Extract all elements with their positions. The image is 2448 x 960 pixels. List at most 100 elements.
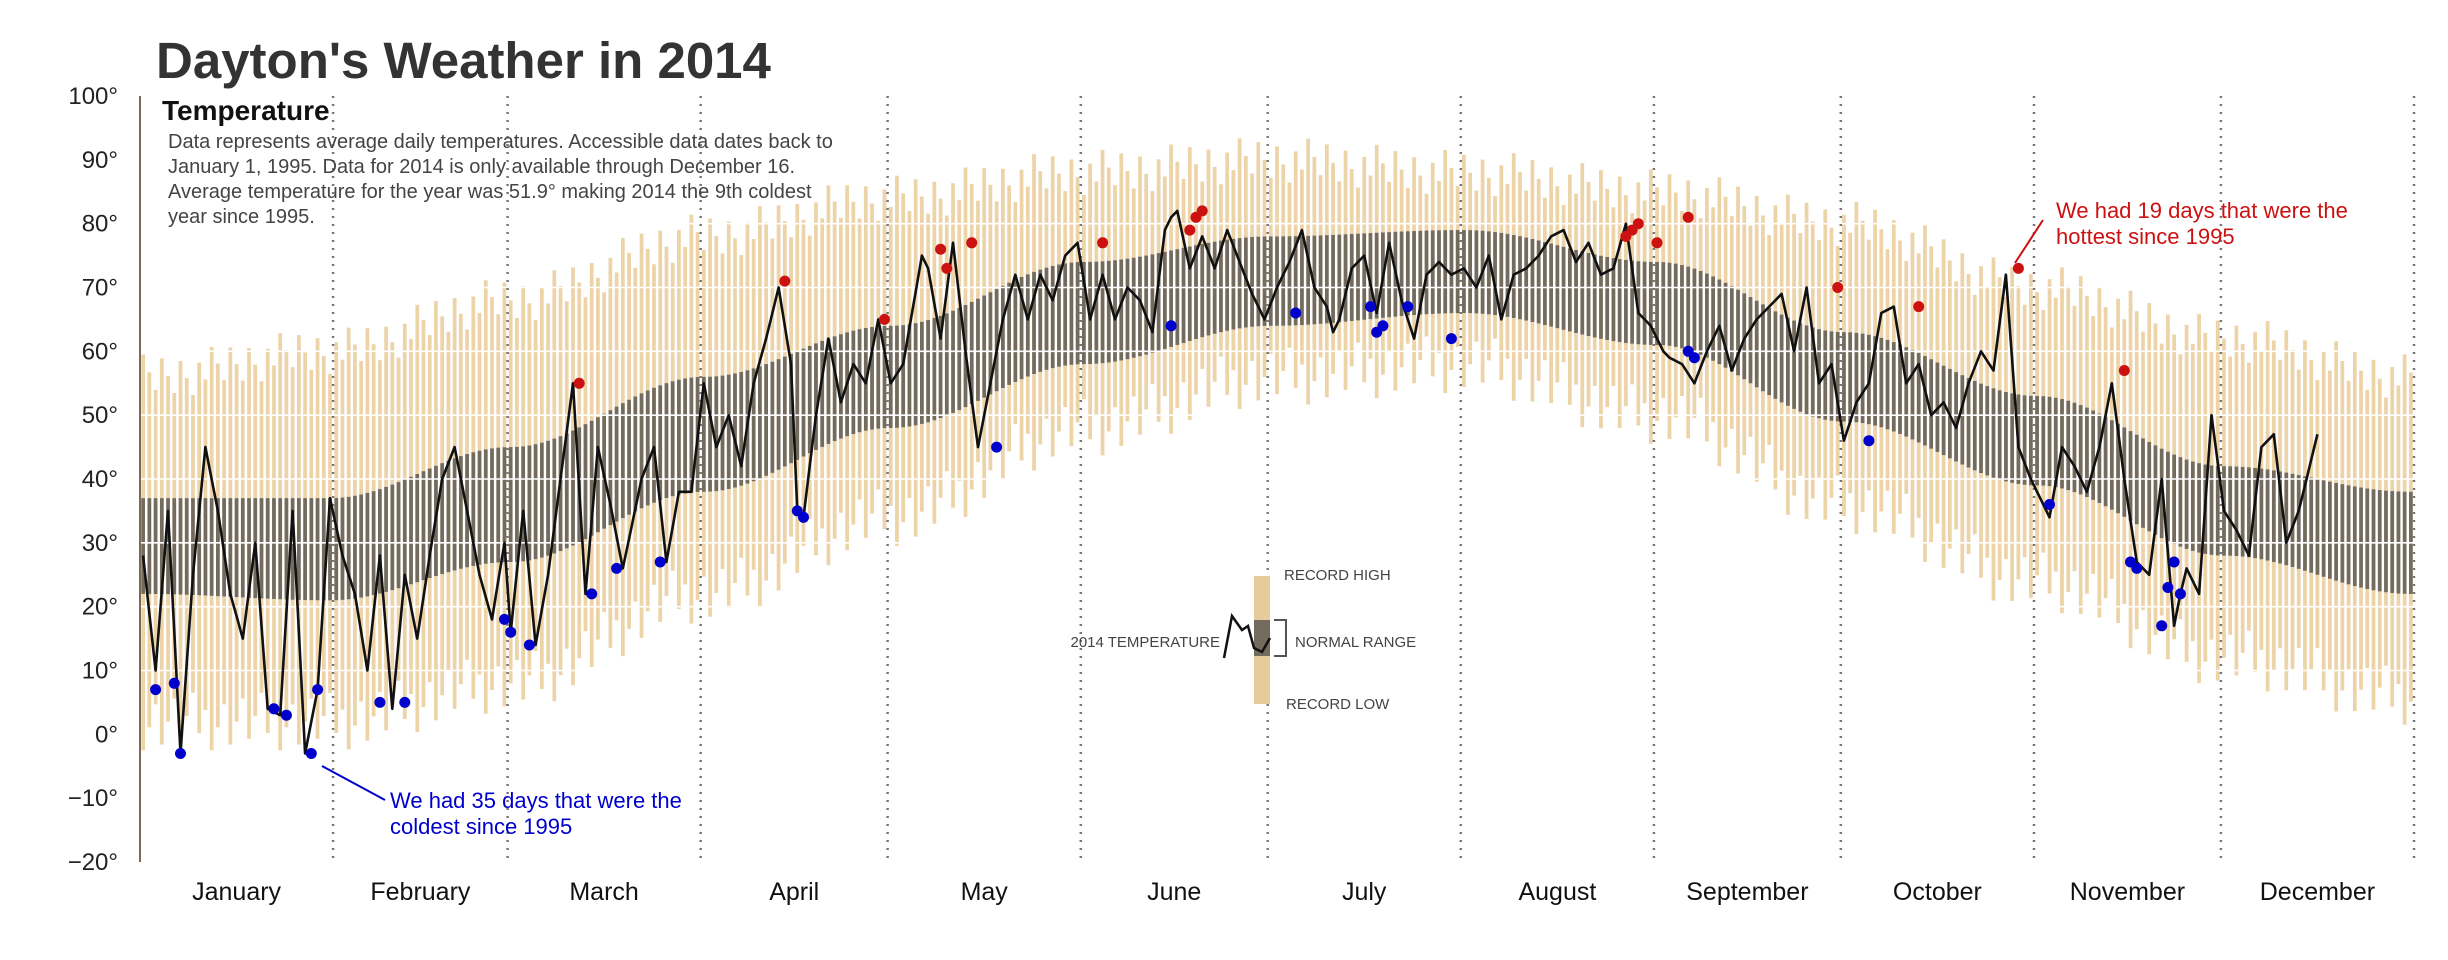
normal-range-bar [951, 310, 955, 413]
cold-record-point [499, 613, 510, 625]
normal-range-bar [1374, 232, 1379, 319]
y-tick-label: 0° [95, 721, 118, 748]
normal-range-bar [1050, 265, 1055, 369]
normal-range-bar [2109, 420, 2114, 510]
normal-range-bar [826, 338, 831, 444]
cold-record-point [505, 626, 517, 638]
normal-range-bar [1131, 257, 1136, 358]
normal-range-bar [1648, 261, 1653, 345]
cold-annotation: We had 35 days that were the coldest sin… [321, 765, 682, 839]
hot-record-point [1682, 211, 1694, 223]
normal-range-bar [1761, 304, 1765, 392]
cold-record-point [305, 748, 317, 759]
normal-range-bar [2271, 470, 2276, 562]
normal-range-bar [1424, 230, 1429, 315]
normal-range-bar [1667, 262, 1672, 346]
normal-range-bar [820, 340, 825, 447]
hot-annotation-text: We had 19 days that were the [2056, 198, 2348, 223]
normal-range-bar [1144, 255, 1149, 355]
normal-range-bar [1318, 235, 1323, 324]
normal-range-bar [926, 320, 930, 423]
normal-range-bar [1493, 232, 1497, 316]
hot-record-point [941, 262, 953, 274]
legend-normal-bracket [1274, 619, 1287, 657]
normal-range-bar [191, 498, 195, 595]
normal-range-bar [1293, 236, 1298, 326]
normal-range-bar [334, 498, 339, 601]
normal-range-bar [1337, 234, 1342, 323]
normal-range-bar [1019, 277, 1024, 380]
normal-range-bar [1916, 353, 1921, 443]
normal-range-bar [1156, 253, 1161, 351]
cold-record-point [1445, 333, 1457, 345]
normal-range-bar [483, 449, 488, 564]
normal-range-bar [1443, 230, 1448, 314]
normal-range-bar [683, 378, 688, 494]
legend-record-low-label: RECORD LOW [1286, 696, 1390, 713]
y-tick-label: 80° [82, 211, 118, 238]
chart-title: Dayton's Weather in 2014 [156, 32, 772, 89]
normal-range-bar [882, 325, 887, 429]
normal-range-bar [1736, 289, 1740, 376]
normal-range-bar [284, 498, 289, 600]
normal-range-bar [1449, 230, 1454, 314]
normal-range-bar [346, 496, 351, 600]
normal-range-bar [627, 399, 631, 515]
normal-range-bar [2215, 466, 2220, 556]
normal-range-bar [1324, 235, 1329, 324]
normal-range-bar [502, 447, 507, 563]
cold-record-point [1365, 301, 1376, 313]
normal-range-bar [1910, 350, 1915, 440]
normal-range-bar [614, 406, 619, 522]
normal-range-bar [340, 497, 345, 600]
month-label: October [1893, 878, 1982, 906]
normal-range-bar [1405, 231, 1410, 316]
normal-range-bar [901, 325, 906, 428]
normal-range-bar [2116, 423, 2120, 514]
normal-range-bar [452, 458, 457, 571]
normal-range-bar [1256, 236, 1261, 327]
normal-range-bar [1474, 230, 1479, 314]
normal-range-bar [664, 383, 669, 499]
normal-range-bar [1206, 242, 1211, 336]
normal-range-bars [141, 230, 2413, 601]
normal-range-bar [571, 430, 575, 546]
normal-range-bar [496, 447, 501, 563]
normal-range-bar [1001, 285, 1005, 389]
description-line: Data represents average daily temperatur… [168, 131, 833, 153]
normal-range-bar [994, 289, 999, 392]
normal-range-bar [2265, 469, 2270, 561]
normal-range-bar [2334, 482, 2338, 581]
normal-range-bar [1057, 264, 1061, 367]
normal-range-bar [620, 403, 625, 519]
hot-record-point [966, 237, 978, 249]
normal-range-bar [2240, 466, 2245, 557]
normal-range-bar [1462, 230, 1466, 314]
normal-range-bar [265, 498, 270, 599]
normal-range-bar [2209, 465, 2214, 555]
normal-range-bar [1779, 314, 1784, 403]
temperature-line [141, 209, 2319, 755]
normal-range-bar [2153, 445, 2158, 535]
normal-range-bar [876, 326, 881, 429]
cold-record-point [399, 696, 411, 708]
normal-range-bar [1972, 380, 1977, 471]
normal-range-bar [596, 417, 600, 533]
normal-range-bar [1219, 240, 1223, 333]
description-line: January 1, 1995. Data for 2014 is only a… [168, 156, 795, 178]
normal-range-bar [2028, 395, 2033, 486]
normal-range-bar [1518, 236, 1522, 320]
normal-range-bar [2340, 484, 2345, 583]
normal-range-bar [1387, 232, 1392, 318]
normal-range-bar [2365, 488, 2370, 589]
normal-range-bar [1356, 233, 1360, 321]
normal-range-bar [1941, 365, 1946, 456]
normal-range-bar [1169, 250, 1173, 347]
normal-range-bar [1885, 339, 1890, 430]
normal-range-bar [1362, 233, 1367, 320]
normal-range-bar [1075, 262, 1080, 365]
normal-range-bar [1617, 259, 1622, 343]
normal-range-bar [1792, 320, 1796, 409]
normal-range-bar [147, 498, 152, 594]
normal-range-bar [1586, 253, 1591, 337]
